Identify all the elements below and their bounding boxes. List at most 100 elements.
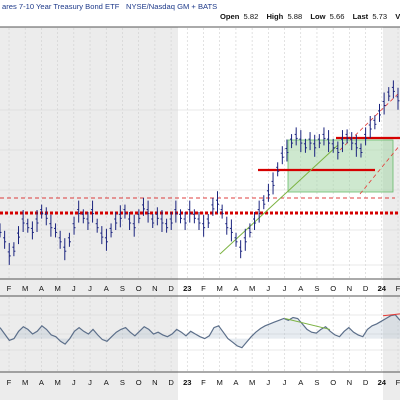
shade-2024 [383, 0, 400, 400]
price-bar [308, 132, 312, 151]
low-value: 5.66 [330, 12, 345, 21]
x-tick-label-bottom: J [72, 378, 76, 387]
x-tick-label-bottom: S [314, 378, 319, 387]
price-bar [114, 212, 118, 230]
price-bar [44, 207, 48, 226]
x-tick-label-bottom: M [249, 378, 255, 387]
price-bar [0, 223, 2, 238]
price-bar [299, 130, 303, 153]
x-tick-label: J [72, 284, 76, 293]
price-bar [54, 223, 58, 238]
price-bar [40, 204, 44, 219]
price-bar [262, 195, 266, 210]
price-bar [382, 92, 386, 115]
x-tick-label-bottom: F [7, 378, 12, 387]
price-bar [322, 127, 326, 146]
x-tick-label: A [233, 284, 239, 293]
x-tick-label-bottom: A [104, 378, 110, 387]
exchange-text: NYSE/Nasdaq GM + BATS [126, 2, 217, 11]
price-bar [285, 139, 289, 162]
x-tick-label: S [120, 284, 125, 293]
price-bar [294, 127, 298, 146]
price-bar [178, 209, 182, 224]
x-tick-label-bottom: M [54, 378, 60, 387]
x-tick-label: J [88, 284, 92, 293]
price-bar [202, 214, 206, 237]
x-tick-label: N [152, 284, 157, 293]
x-tick-label: F [7, 284, 12, 293]
price-bar [368, 116, 372, 138]
x-tick-label-bottom: D [168, 378, 174, 387]
price-bar [169, 212, 173, 230]
price-bar [211, 197, 215, 216]
price-bar [340, 130, 344, 153]
price-bars [0, 80, 400, 265]
price-bar [317, 134, 321, 149]
price-bar [280, 146, 284, 165]
x-tick-label-bottom: J [266, 378, 270, 387]
x-tick-label-bottom: O [136, 378, 142, 387]
x-tick-label: M [54, 284, 60, 293]
x-tick-label-bottom: F [201, 378, 206, 387]
price-bar [12, 242, 16, 257]
indicator-panel-frame [0, 295, 400, 373]
last-label: Last [353, 12, 369, 21]
price-bar [396, 87, 400, 110]
x-tick-label: A [104, 284, 110, 293]
price-bar [7, 242, 11, 265]
price-bar [77, 200, 81, 223]
x-tick-label: F [201, 284, 206, 293]
price-bar [86, 212, 90, 230]
price-bar [132, 214, 136, 237]
price-bar [21, 210, 25, 232]
price-bar [95, 218, 99, 233]
price-bar [373, 115, 377, 130]
price-bar [30, 221, 34, 240]
price-bar [151, 214, 155, 228]
price-bar [58, 230, 62, 249]
vol-label: Vo [395, 12, 400, 21]
price-bar [206, 214, 210, 228]
price-bar [141, 197, 145, 216]
price-bar [188, 200, 192, 223]
annotations [0, 91, 400, 255]
indicator-series [0, 313, 400, 349]
x-tick-label-bottom: J [88, 378, 92, 387]
price-bar [257, 200, 261, 223]
x-tick-label: 23 [183, 284, 191, 293]
price-bar [377, 103, 381, 122]
price-bar [229, 219, 233, 242]
price-bar [174, 200, 178, 223]
price-bar [313, 134, 317, 157]
price-bar [118, 205, 122, 228]
price-bar [391, 80, 395, 99]
x-tick-label-bottom: D [363, 378, 369, 387]
price-bar [3, 230, 7, 249]
price-bar [49, 214, 53, 237]
price-panel-frame [0, 26, 400, 280]
price-bar [364, 127, 368, 146]
ohlc-readout: Open 5.82 High 5.88 Low 5.66 Last 5.73 V… [220, 12, 400, 21]
x-tick-label-bottom: 23 [183, 378, 191, 387]
price-bar [137, 209, 141, 224]
header-bar [0, 0, 400, 27]
price-bar [100, 226, 104, 245]
price-bar [165, 218, 169, 233]
x-tick-label-bottom: A [39, 378, 45, 387]
x-tick-label-bottom: N [152, 378, 157, 387]
range-box [287, 139, 394, 193]
x-tick-label: J [283, 284, 287, 293]
price-bar [359, 143, 363, 158]
price-bar [248, 223, 252, 238]
x-tick-label: J [266, 284, 270, 293]
price-bar [192, 209, 196, 224]
x-axis-top: F M A M J J A S O N D 23 F M A M J J A S O N D 24 F [7, 284, 400, 293]
x-axis-bottom: F M A M J J A S O N D 23 F M A M J J A S O N D 24 F [7, 378, 400, 387]
x-tick-label-bottom: O [330, 378, 336, 387]
channel-lower [359, 144, 400, 195]
price-bar [160, 210, 164, 232]
price-bar [253, 212, 257, 230]
price-bar [35, 210, 39, 232]
